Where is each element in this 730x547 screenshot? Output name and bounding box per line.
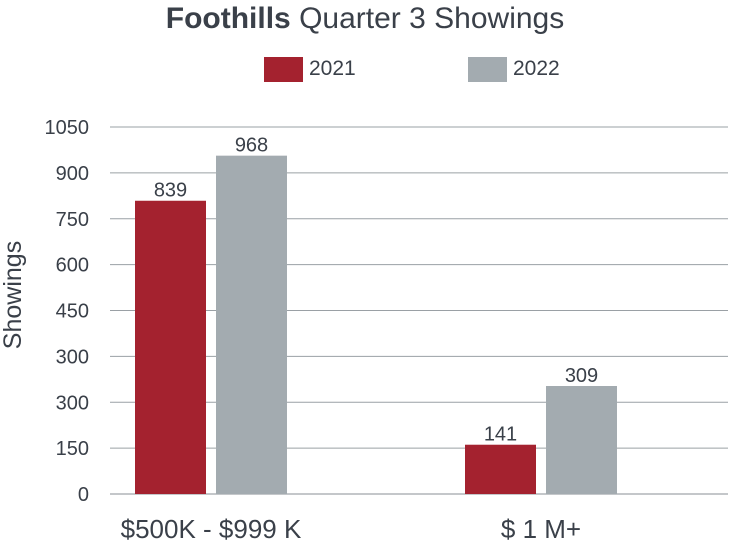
bar-2022 xyxy=(546,385,617,494)
legend-label-2022: 2022 xyxy=(513,57,560,80)
data-label-2022: 968 xyxy=(235,135,268,157)
bar-2022 xyxy=(216,155,287,494)
y-tick-label: 600 xyxy=(56,255,89,277)
data-label-2022: 309 xyxy=(565,365,598,387)
data-label-2021: 839 xyxy=(154,180,187,202)
legend-swatch-2022 xyxy=(468,56,507,82)
chart-title: Foothills Quarter 3 Showings xyxy=(0,2,730,36)
legend-swatch-2021 xyxy=(264,56,303,82)
data-label-2021: 141 xyxy=(484,424,517,446)
y-tick-label: 0 xyxy=(78,484,89,506)
x-category-label: $500K - $999 K xyxy=(121,514,302,544)
chart-title-rest: Quarter 3 Showings xyxy=(290,2,565,35)
y-axis-label: Showings xyxy=(0,241,27,349)
bar-2021 xyxy=(135,200,206,495)
legend-item-2022: 2022 xyxy=(468,56,560,82)
y-tick-label: 900 xyxy=(56,163,89,185)
y-tick-label: 450 xyxy=(56,301,89,323)
y-tick-label: 300 xyxy=(56,392,89,414)
y-tick-label: 150 xyxy=(56,438,89,460)
legend-label-2021: 2021 xyxy=(309,57,356,80)
y-tick-label: 750 xyxy=(56,209,89,231)
x-category-label: $ 1 M+ xyxy=(501,514,581,544)
y-tick-label: 1050 xyxy=(45,117,90,139)
chart-title-bold: Foothills xyxy=(165,2,291,35)
bar-2021 xyxy=(465,444,536,494)
y-tick-label: 300 xyxy=(56,346,89,368)
legend-item-2021: 2021 xyxy=(264,56,356,82)
